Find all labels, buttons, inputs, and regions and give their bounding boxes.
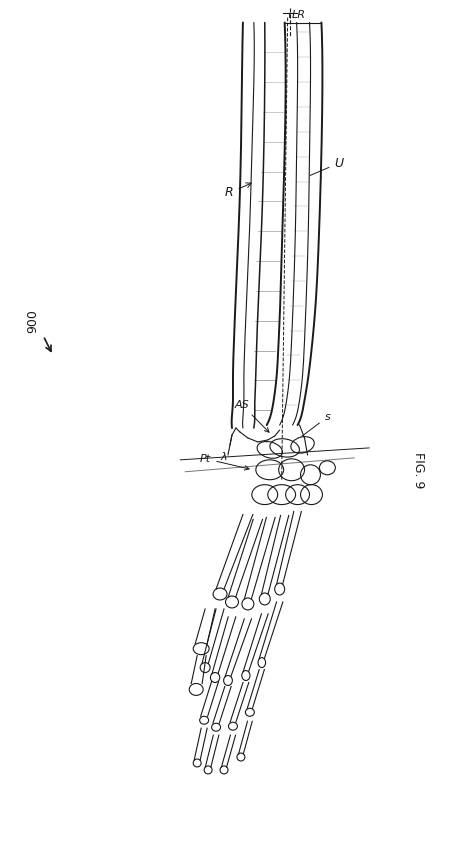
Text: AS: AS (235, 400, 269, 432)
Text: LR: LR (292, 10, 306, 20)
Text: s: s (302, 412, 330, 436)
Text: Pt: Pt (200, 454, 249, 470)
Text: U: U (310, 157, 344, 176)
Text: λ: λ (220, 452, 227, 462)
Text: 900: 900 (27, 309, 40, 333)
Text: R: R (225, 183, 251, 199)
Text: FIG. 9: FIG. 9 (412, 451, 425, 488)
